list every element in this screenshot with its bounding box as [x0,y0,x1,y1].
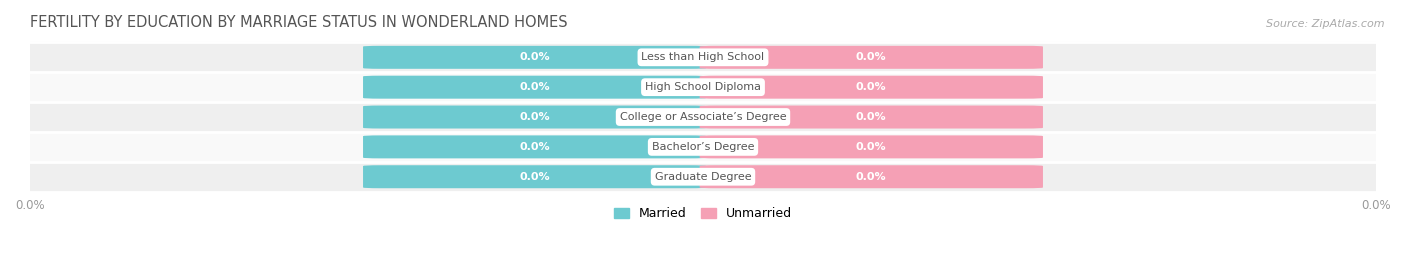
FancyBboxPatch shape [363,76,706,99]
Text: 0.0%: 0.0% [856,172,887,182]
FancyBboxPatch shape [363,165,706,188]
Text: 0.0%: 0.0% [856,52,887,62]
Text: FERTILITY BY EDUCATION BY MARRIAGE STATUS IN WONDERLAND HOMES: FERTILITY BY EDUCATION BY MARRIAGE STATU… [30,15,568,30]
Text: Bachelor’s Degree: Bachelor’s Degree [652,142,754,152]
FancyBboxPatch shape [700,76,1043,99]
Text: 0.0%: 0.0% [519,82,550,92]
FancyBboxPatch shape [363,46,706,69]
Bar [30,102,1376,132]
FancyBboxPatch shape [700,105,1043,129]
Text: 0.0%: 0.0% [519,172,550,182]
Text: High School Diploma: High School Diploma [645,82,761,92]
Bar [30,132,1376,162]
FancyBboxPatch shape [363,135,706,158]
Bar [30,43,1376,72]
Text: 0.0%: 0.0% [519,112,550,122]
Bar [30,162,1376,192]
Text: College or Associate’s Degree: College or Associate’s Degree [620,112,786,122]
Text: 0.0%: 0.0% [856,112,887,122]
Bar [30,72,1376,102]
Text: 0.0%: 0.0% [856,142,887,152]
Text: Source: ZipAtlas.com: Source: ZipAtlas.com [1267,19,1385,29]
Text: Graduate Degree: Graduate Degree [655,172,751,182]
FancyBboxPatch shape [700,165,1043,188]
Text: 0.0%: 0.0% [856,82,887,92]
Text: 0.0%: 0.0% [519,142,550,152]
FancyBboxPatch shape [700,135,1043,158]
Text: 0.0%: 0.0% [519,52,550,62]
Legend: Married, Unmarried: Married, Unmarried [613,207,793,220]
Text: Less than High School: Less than High School [641,52,765,62]
FancyBboxPatch shape [700,46,1043,69]
FancyBboxPatch shape [363,105,706,129]
